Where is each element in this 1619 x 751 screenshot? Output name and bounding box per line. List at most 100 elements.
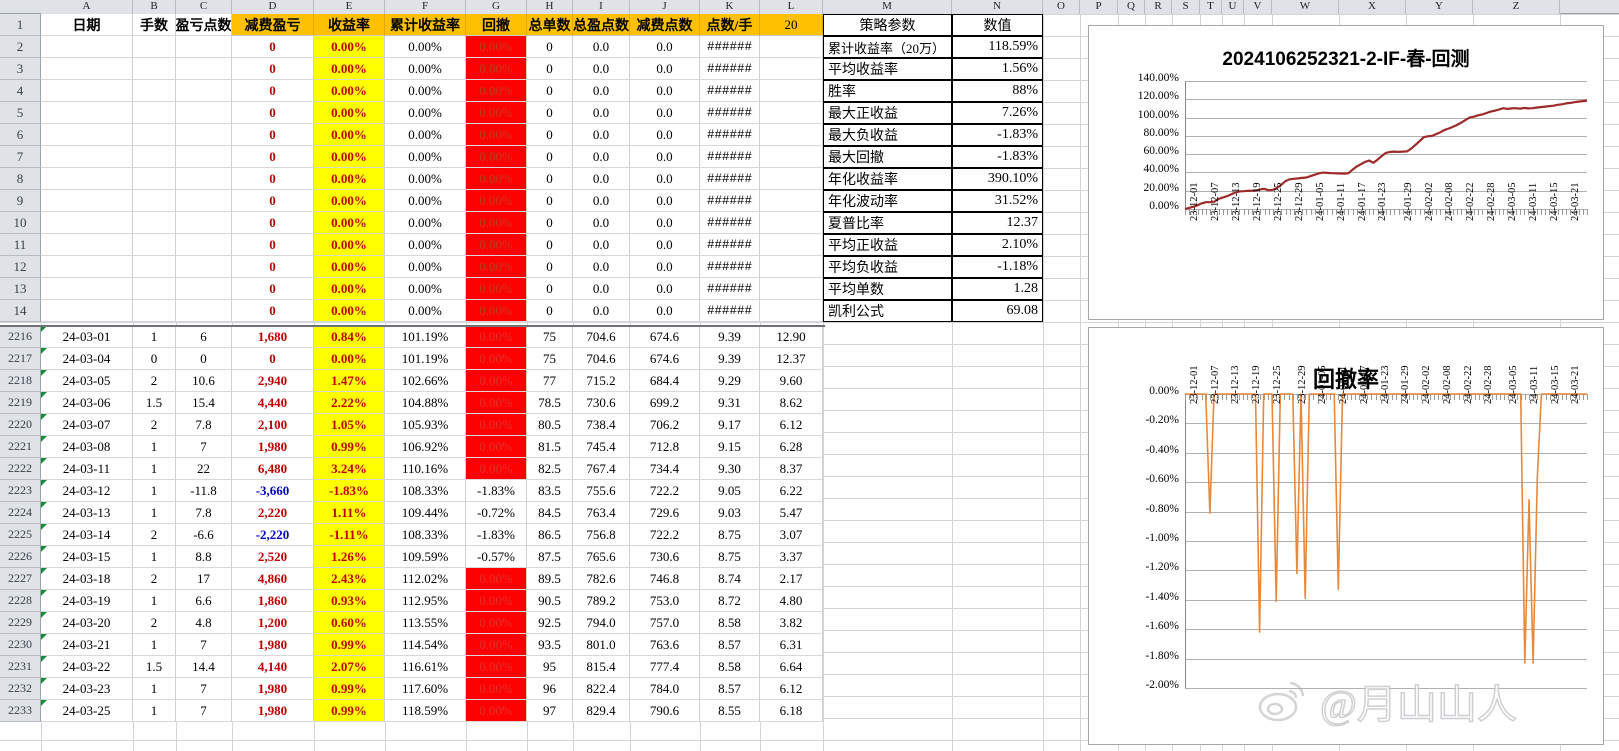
cell-A2225[interactable]: 24-03-14 — [41, 524, 133, 546]
cell-H9[interactable]: 0 — [527, 190, 573, 212]
cell-J2225[interactable]: 722.2 — [630, 524, 700, 546]
cell-B8[interactable] — [133, 168, 176, 190]
cell-L8[interactable] — [760, 168, 823, 190]
cell-H7[interactable]: 0 — [527, 146, 573, 168]
cell-I2233[interactable]: 829.4 — [573, 700, 630, 722]
row-header-2222[interactable]: 2222 — [0, 458, 41, 480]
cell-C2219[interactable]: 15.4 — [176, 392, 232, 414]
row-header-2218[interactable]: 2218 — [0, 370, 41, 392]
cell-E2226[interactable]: 1.26% — [314, 546, 385, 568]
cell-E2232[interactable]: 0.99% — [314, 678, 385, 700]
cell-E9[interactable]: 0.00% — [314, 190, 385, 212]
cell-I11[interactable]: 0.0 — [573, 234, 630, 256]
cell-I2224[interactable]: 763.4 — [573, 502, 630, 524]
cell-B3[interactable] — [133, 58, 176, 80]
cell-L2230[interactable]: 6.31 — [760, 634, 823, 656]
cell-A2223[interactable]: 24-03-12 — [41, 480, 133, 502]
cell-L2231[interactable]: 6.64 — [760, 656, 823, 678]
cell-B2221[interactable]: 1 — [133, 436, 176, 458]
cell-D9[interactable]: 0 — [232, 190, 314, 212]
cell-F5[interactable]: 0.00% — [385, 102, 466, 124]
cell-D2[interactable]: 0 — [232, 36, 314, 58]
row-header-2221[interactable]: 2221 — [0, 436, 41, 458]
cell-E2220[interactable]: 1.05% — [314, 414, 385, 436]
row-header-10[interactable]: 10 — [0, 212, 41, 234]
cell-K2221[interactable]: 9.15 — [700, 436, 760, 458]
cell-J2231[interactable]: 777.4 — [630, 656, 700, 678]
cell-H2217[interactable]: 75 — [527, 348, 573, 370]
cell-G2226[interactable]: -0.57% — [466, 546, 527, 568]
cell-H13[interactable]: 0 — [527, 278, 573, 300]
cell-A7[interactable] — [41, 146, 133, 168]
cell-D1[interactable]: 减费盈亏 — [232, 14, 314, 36]
cell-D6[interactable]: 0 — [232, 124, 314, 146]
cell-L2218[interactable]: 9.60 — [760, 370, 823, 392]
cell-H12[interactable]: 0 — [527, 256, 573, 278]
cell-K2[interactable]: ###### — [700, 36, 760, 58]
cell-G12[interactable]: 0.00% — [466, 256, 527, 278]
cell-L6[interactable] — [760, 124, 823, 146]
cell-L2216[interactable]: 12.90 — [760, 326, 823, 348]
cell-F2226[interactable]: 109.59% — [385, 546, 466, 568]
cell-D2225[interactable]: -2,220 — [232, 524, 314, 546]
cell-J2232[interactable]: 784.0 — [630, 678, 700, 700]
cell-I3[interactable]: 0.0 — [573, 58, 630, 80]
cell-B14[interactable] — [133, 300, 176, 322]
cell-J5[interactable]: 0.0 — [630, 102, 700, 124]
cell-G11[interactable]: 0.00% — [466, 234, 527, 256]
cell-H2230[interactable]: 93.5 — [527, 634, 573, 656]
column-header-J[interactable]: J — [630, 0, 700, 14]
cell-A2220[interactable]: 24-03-07 — [41, 414, 133, 436]
cell-H2231[interactable]: 95 — [527, 656, 573, 678]
cell-H2224[interactable]: 84.5 — [527, 502, 573, 524]
cell-I1[interactable]: 总盈点数 — [573, 14, 630, 36]
cell-A2232[interactable]: 24-03-23 — [41, 678, 133, 700]
cell-L10[interactable] — [760, 212, 823, 234]
cell-B2217[interactable]: 0 — [133, 348, 176, 370]
row-header-6[interactable]: 6 — [0, 124, 41, 146]
row-header-4[interactable]: 4 — [0, 80, 41, 102]
cell-H2223[interactable]: 83.5 — [527, 480, 573, 502]
cell-E5[interactable]: 0.00% — [314, 102, 385, 124]
cell-H2221[interactable]: 81.5 — [527, 436, 573, 458]
cell-J14[interactable]: 0.0 — [630, 300, 700, 322]
cell-A2224[interactable]: 24-03-13 — [41, 502, 133, 524]
cell-C2230[interactable]: 7 — [176, 634, 232, 656]
cell-C2218[interactable]: 10.6 — [176, 370, 232, 392]
cell-C2231[interactable]: 14.4 — [176, 656, 232, 678]
cell-B10[interactable] — [133, 212, 176, 234]
row-header-12[interactable]: 12 — [0, 256, 41, 278]
cell-C2[interactable] — [176, 36, 232, 58]
cell-G2221[interactable]: 0.00% — [466, 436, 527, 458]
cell-A2217[interactable]: 24-03-04 — [41, 348, 133, 370]
cell-D12[interactable]: 0 — [232, 256, 314, 278]
cell-E2[interactable]: 0.00% — [314, 36, 385, 58]
cell-K1[interactable]: 点数/手 — [700, 14, 760, 36]
cell-G3[interactable]: 0.00% — [466, 58, 527, 80]
cell-A2222[interactable]: 24-03-11 — [41, 458, 133, 480]
cell-F2227[interactable]: 112.02% — [385, 568, 466, 590]
cell-C12[interactable] — [176, 256, 232, 278]
column-header-R[interactable]: R — [1145, 0, 1172, 14]
cell-L2228[interactable]: 4.80 — [760, 590, 823, 612]
cell-G2223[interactable]: -1.83% — [466, 480, 527, 502]
cell-E3[interactable]: 0.00% — [314, 58, 385, 80]
cell-D3[interactable]: 0 — [232, 58, 314, 80]
cell-J2227[interactable]: 746.8 — [630, 568, 700, 590]
cell-F3[interactable]: 0.00% — [385, 58, 466, 80]
cell-L5[interactable] — [760, 102, 823, 124]
cell-I2218[interactable]: 715.2 — [573, 370, 630, 392]
cell-J2226[interactable]: 730.6 — [630, 546, 700, 568]
cell-G9[interactable]: 0.00% — [466, 190, 527, 212]
cell-D8[interactable]: 0 — [232, 168, 314, 190]
cell-L2220[interactable]: 6.12 — [760, 414, 823, 436]
cell-A9[interactable] — [41, 190, 133, 212]
row-header-1[interactable]: 1 — [0, 14, 41, 36]
cell-E2230[interactable]: 0.99% — [314, 634, 385, 656]
cell-H2219[interactable]: 78.5 — [527, 392, 573, 414]
cell-D10[interactable]: 0 — [232, 212, 314, 234]
cell-H2225[interactable]: 86.5 — [527, 524, 573, 546]
column-header-I[interactable]: I — [573, 0, 630, 14]
cell-H4[interactable]: 0 — [527, 80, 573, 102]
cell-I5[interactable]: 0.0 — [573, 102, 630, 124]
